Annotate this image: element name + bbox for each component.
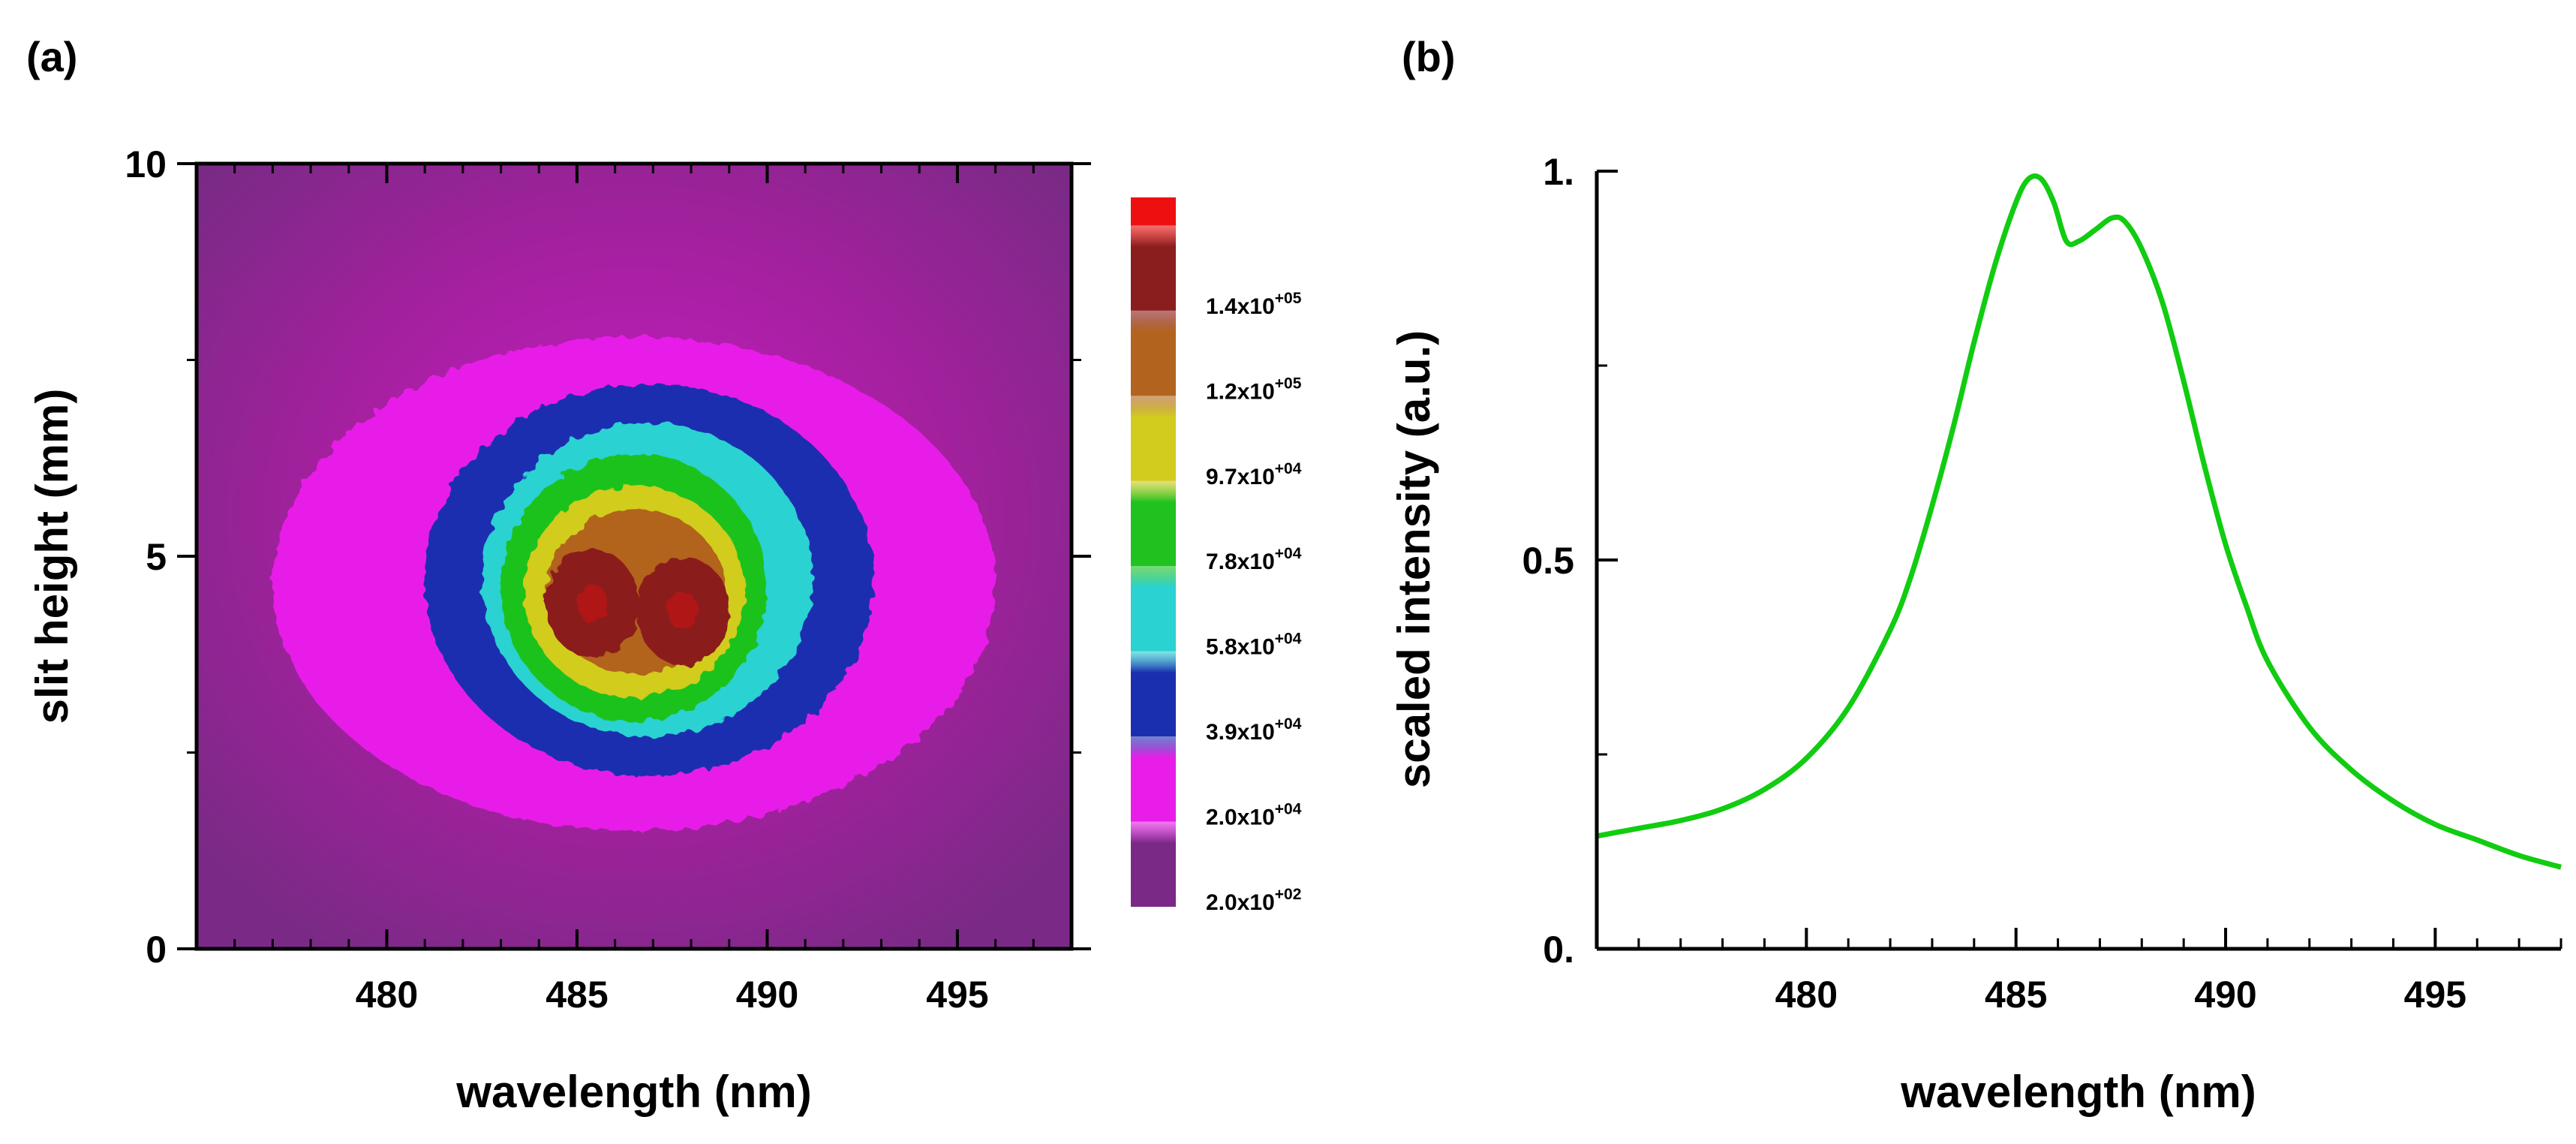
panel-a-label: (a) — [26, 33, 77, 80]
heatmap-ylabel: slit height (mm) — [27, 389, 77, 724]
line-plot-ylabel: scaled intensity (a.u.) — [1389, 330, 1439, 788]
colorbar-segment-1 — [1131, 736, 1176, 822]
line-ytick-label-1: 0.5 — [1522, 540, 1574, 582]
colorbar-label-5: 9.7x10+04 — [1206, 460, 1302, 489]
peak-core-0 — [577, 583, 608, 623]
heatmap-xtick-label-3: 495 — [926, 974, 988, 1016]
line-xtick-label-3: 495 — [2404, 974, 2466, 1016]
colorbar-segment-7 — [1131, 225, 1176, 311]
line-xtick-label-0: 480 — [1775, 974, 1838, 1016]
colorbar-label-4: 7.8x10+04 — [1206, 545, 1302, 574]
colorbar-label-2: 3.9x10+04 — [1206, 715, 1302, 745]
colorbar-segment-0 — [1131, 821, 1176, 907]
colorbar-label-7: 1.4x10+05 — [1206, 290, 1302, 319]
heatmap-ytick-label-2: 10 — [125, 143, 167, 185]
heatmap-xtick-label-2: 490 — [736, 974, 798, 1016]
heatmap-xtick-label-0: 480 — [356, 974, 418, 1016]
line-ytick-label-0: 0. — [1543, 929, 1574, 971]
colorbar-segment-2 — [1131, 651, 1176, 737]
line-plot-xlabel: wavelength (nm) — [1900, 1067, 2256, 1117]
colorbar-top-cap — [1131, 197, 1176, 226]
heatmap-xlabel: wavelength (nm) — [455, 1067, 811, 1117]
colorbar-label-0: 2.0x10+02 — [1206, 886, 1301, 915]
colorbar-label-3: 5.8x10+04 — [1206, 631, 1302, 660]
heatmap-ytick-label-0: 0 — [146, 929, 167, 971]
colorbar-segment-6 — [1131, 310, 1176, 396]
line-plot — [1596, 173, 2562, 870]
intensity-line — [1596, 173, 2562, 870]
line-ytick-label-2: 1. — [1543, 151, 1574, 193]
line-xtick-label-1: 485 — [1985, 974, 2047, 1016]
colorbar-label-1: 2.0x10+04 — [1206, 801, 1302, 830]
colorbar-segment-5 — [1131, 396, 1176, 481]
peak-core-1 — [668, 592, 699, 631]
colorbar: 2.0x10+02 2.0x10+04 3.9x10+04 5.8x10+04 7.8x… — [1131, 197, 1302, 915]
heatmap-plot — [197, 164, 1072, 949]
heatmap-xtick-label-1: 485 — [546, 974, 608, 1016]
panel-b-label: (b) — [1402, 33, 1456, 80]
heatmap-ytick-label-1: 5 — [146, 536, 167, 578]
colorbar-segment-4 — [1131, 480, 1176, 567]
colorbar-label-6: 1.2x10+05 — [1206, 375, 1302, 404]
colorbar-segment-3 — [1131, 566, 1176, 652]
line-xtick-label-2: 490 — [2194, 974, 2256, 1016]
